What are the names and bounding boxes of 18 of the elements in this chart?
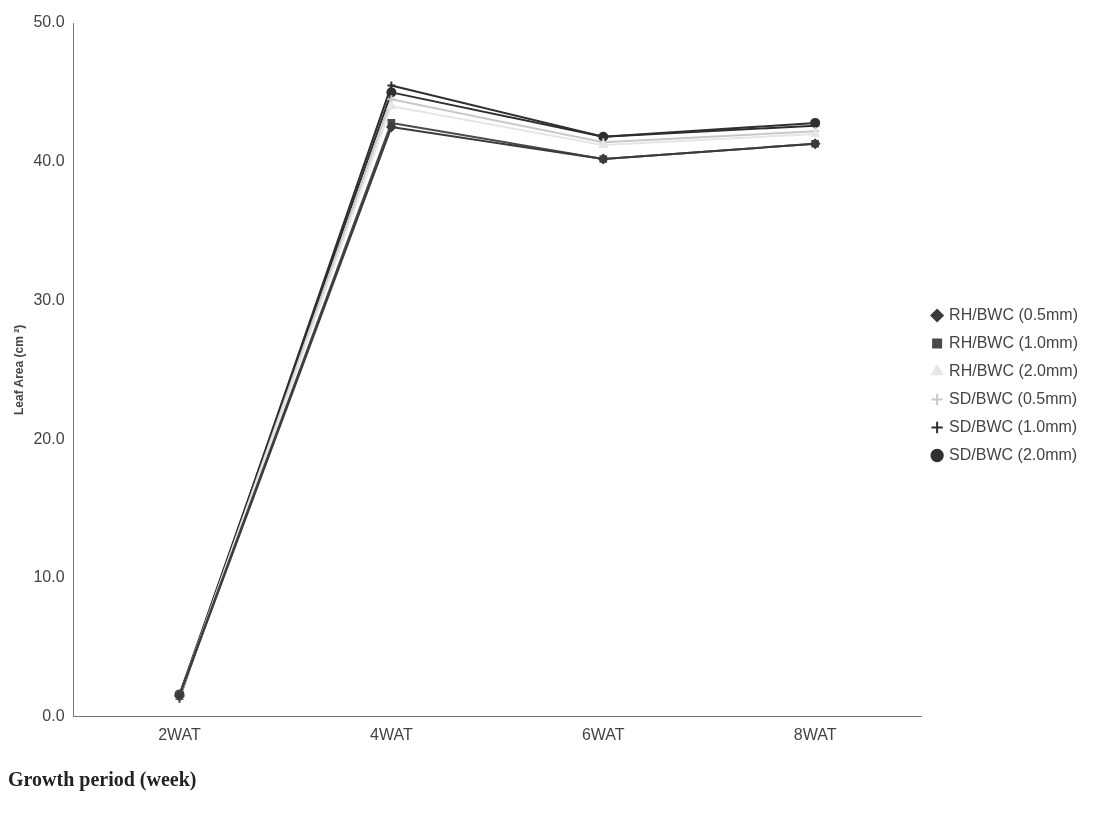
legend-label: RH/BWC (1.0mm) — [949, 333, 1079, 351]
legend-label: SD/BWC (1.0mm) — [949, 417, 1078, 435]
y-tick-label: 30.0 — [33, 290, 65, 308]
legend-label: SD/BWC (0.5mm) — [949, 389, 1078, 407]
x-tick-label: 2WAT — [158, 725, 202, 743]
legend-label: SD/BWC (2.0mm) — [949, 445, 1078, 463]
x-tick-label: 6WAT — [581, 725, 625, 743]
x-tick-label: 4WAT — [370, 725, 413, 743]
y-tick-label: 50.0 — [33, 13, 65, 31]
y-tick-label: 40.0 — [33, 152, 65, 170]
legend-label: RH/BWC (0.5mm) — [949, 305, 1079, 323]
x-tick-label: 8WAT — [793, 725, 837, 743]
y-tick-label: 0.0 — [42, 707, 65, 725]
x-axis-title: Growth period (week) — [8, 768, 197, 791]
y-axis-title: Leaf Area (cm ²) — [11, 324, 26, 416]
y-tick-label: 10.0 — [33, 568, 65, 586]
legend-label: RH/BWC (2.0mm) — [949, 361, 1079, 379]
y-tick-label: 20.0 — [33, 429, 65, 447]
